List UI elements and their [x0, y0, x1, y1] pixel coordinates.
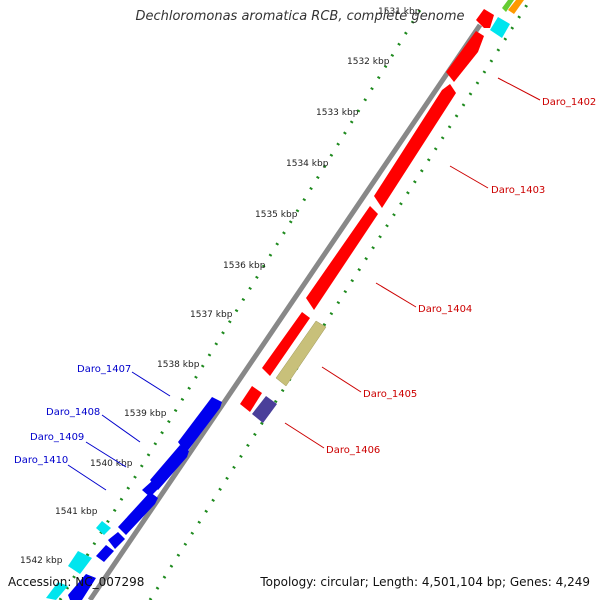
gene-daro-1403[interactable]	[374, 84, 456, 208]
gene-daro-1406-red[interactable]	[240, 386, 262, 412]
tick-label: 1537 kbp	[190, 310, 233, 320]
tick-label: 1540 kbp	[90, 459, 133, 469]
forward-gene-labels: Daro_1402 Daro_1403 Daro_1404 Daro_1405 …	[326, 97, 596, 456]
tick-label: 1538 kbp	[157, 360, 200, 370]
purple-feature-daro-1406[interactable]	[252, 396, 277, 423]
misc-feature-daro-1405[interactable]	[275, 320, 327, 387]
gene-small-3[interactable]	[68, 574, 96, 600]
gene-small-2[interactable]	[96, 545, 114, 562]
accession-label: Accession: NC_007298	[8, 575, 145, 589]
gene-label[interactable]: Daro_1403	[491, 185, 545, 196]
gene-daro-1402[interactable]	[446, 31, 484, 82]
gene-label[interactable]: Daro_1410	[14, 455, 68, 466]
green-feature-top[interactable]	[502, 0, 514, 12]
rna-feature-1[interactable]	[96, 521, 111, 535]
genome-backbone	[87, 23, 483, 600]
gc-track-outer	[148, 0, 532, 600]
reverse-gene-labels: Daro_1407 Daro_1408 Daro_1409 Daro_1410	[14, 364, 131, 466]
gene-daro-1410[interactable]	[118, 492, 158, 535]
rna-feature-top[interactable]	[490, 17, 510, 38]
reverse-leaders	[67, 371, 171, 491]
tick-label: 1541 kbp	[55, 507, 98, 517]
gc-track-inner	[58, 9, 422, 600]
tick-label: 1535 kbp	[255, 210, 298, 220]
gene-top-1[interactable]	[476, 9, 494, 28]
gene-label[interactable]: Daro_1408	[46, 407, 100, 418]
scale-ticks: 1531 kbp 1532 kbp 1533 kbp 1534 kbp 1535…	[20, 7, 421, 566]
tick-label: 1534 kbp	[286, 159, 329, 169]
forward-leaders	[284, 77, 541, 449]
gene-label[interactable]: Daro_1409	[30, 432, 84, 443]
gene-daro-1404[interactable]	[306, 206, 378, 310]
tick-label: 1532 kbp	[347, 57, 390, 67]
forward-genes	[240, 9, 494, 412]
gene-label[interactable]: Daro_1407	[77, 364, 131, 375]
reverse-genes	[68, 397, 222, 600]
rna-features	[46, 17, 510, 600]
gene-daro-1409[interactable]	[142, 481, 160, 497]
gene-label[interactable]: Daro_1405	[363, 389, 417, 400]
tick-label: 1536 kbp	[223, 261, 266, 271]
tick-label: 1542 kbp	[20, 556, 63, 566]
rna-feature-3[interactable]	[46, 582, 68, 600]
gene-small-1[interactable]	[108, 532, 125, 549]
tick-label: 1539 kbp	[124, 409, 167, 419]
genome-summary: Topology: circular; Length: 4,501,104 bp…	[260, 575, 590, 589]
tick-label: 1533 kbp	[316, 108, 359, 118]
tick-label: 1531 kbp	[378, 7, 421, 17]
gene-label[interactable]: Daro_1406	[326, 445, 380, 456]
gene-daro-1407[interactable]	[178, 397, 222, 453]
gene-label[interactable]: Daro_1402	[542, 97, 596, 108]
gene-red-lower[interactable]	[262, 312, 310, 376]
map-title: Dechloromonas aromatica RCB, complete ge…	[135, 9, 465, 24]
gene-daro-1408[interactable]	[150, 445, 189, 490]
rna-feature-2[interactable]	[68, 551, 92, 574]
orange-feature-top[interactable]	[508, 0, 524, 14]
gene-label[interactable]: Daro_1404	[418, 304, 472, 315]
